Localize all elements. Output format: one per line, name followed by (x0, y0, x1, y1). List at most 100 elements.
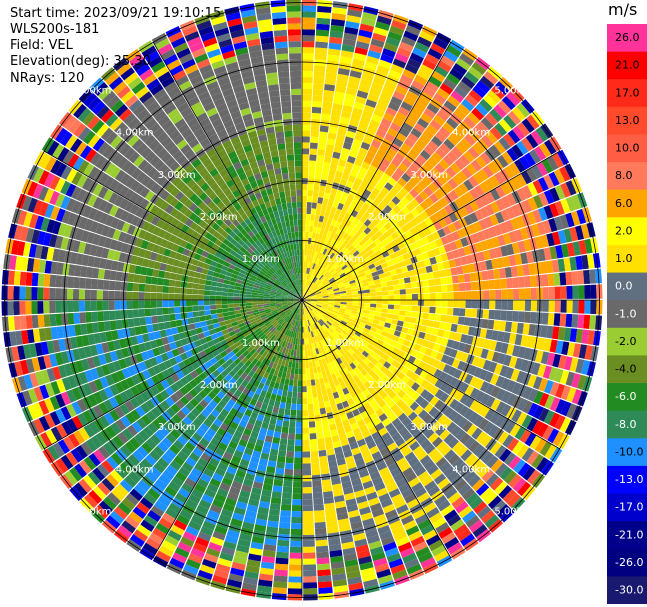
velocity-gate (367, 125, 378, 134)
velocity-gate (320, 276, 327, 283)
velocity-gate (334, 275, 341, 281)
velocity-gate (315, 35, 329, 43)
velocity-gate (327, 199, 334, 207)
velocity-gate (485, 259, 493, 270)
velocity-gate (174, 287, 181, 294)
velocity-gate (503, 114, 517, 129)
velocity-gate (303, 285, 306, 292)
velocity-gate (326, 286, 333, 291)
velocity-gate (312, 391, 318, 398)
velocity-gate (501, 300, 508, 310)
velocity-gate (303, 279, 306, 286)
velocity-gate (319, 461, 329, 469)
velocity-gate (309, 160, 317, 167)
velocity-gate (548, 286, 555, 299)
velocity-gate (352, 302, 359, 306)
velocity-gate (313, 286, 319, 291)
velocity-gate (352, 225, 360, 233)
velocity-gate (97, 268, 106, 280)
velocity-gate (476, 121, 490, 135)
velocity-gate (361, 161, 371, 170)
velocity-gate (326, 288, 334, 292)
velocity-gate (349, 201, 357, 210)
velocity-gate (362, 266, 370, 272)
velocity-gate (393, 289, 401, 295)
velocity-gate (331, 13, 346, 21)
velocity-gate (346, 297, 353, 300)
velocity-gate (348, 118, 360, 128)
velocity-gate (327, 54, 340, 62)
velocity-gate (588, 269, 597, 284)
velocity-gate (315, 264, 320, 271)
velocity-gate (378, 177, 388, 187)
velocity-gate (55, 313, 63, 326)
velocity-gate (302, 368, 306, 375)
velocity-gate (437, 60, 452, 73)
velocity-gate (316, 390, 323, 397)
velocity-gate (419, 64, 434, 76)
velocity-gate (418, 260, 426, 268)
velocity-gate (310, 268, 314, 275)
velocity-gate (306, 255, 309, 262)
velocity-gate (398, 162, 409, 173)
velocity-gate (332, 271, 338, 278)
velocity-gate (458, 182, 469, 195)
velocity-gate (330, 24, 345, 33)
velocity-gate (523, 311, 531, 323)
velocity-gate (455, 57, 471, 71)
velocity-gate (405, 288, 412, 295)
velocity-gate (114, 300, 121, 310)
velocity-gate (174, 313, 182, 321)
velocity-gate (471, 107, 485, 121)
velocity-gate (305, 219, 311, 227)
velocity-gate (435, 292, 442, 300)
velocity-gate (310, 297, 317, 300)
velocity-gate (523, 276, 531, 288)
velocity-gate (314, 527, 327, 535)
velocity-gate (518, 311, 525, 323)
velocity-gate (403, 277, 411, 284)
velocity-gate (409, 52, 424, 64)
velocity-gate (210, 281, 218, 287)
velocity-gate (302, 70, 314, 78)
velocity-gate (316, 557, 330, 565)
velocity-gate (302, 142, 310, 149)
velocity-gate (372, 76, 386, 86)
velocity-gate (459, 194, 470, 206)
velocity-gate (330, 18, 346, 27)
velocity-gate (309, 148, 318, 155)
velocity-gate (302, 291, 304, 298)
velocity-gate (536, 221, 546, 236)
velocity-gate (310, 373, 315, 380)
velocity-gate (337, 260, 344, 267)
velocity-gate (529, 149, 542, 164)
velocity-gate (186, 288, 193, 295)
velocity-gate (351, 288, 358, 292)
velocity-gate (273, 479, 284, 487)
velocity-gate (325, 144, 335, 152)
velocity-gate (7, 270, 15, 285)
velocity-gate (303, 293, 308, 298)
velocity-gate (447, 300, 454, 308)
velocity-gate (322, 297, 329, 299)
velocity-gate (394, 300, 401, 305)
velocity-gate (399, 187, 409, 197)
velocity-gate (445, 276, 453, 285)
velocity-gate (446, 44, 462, 58)
velocity-gate (455, 125, 468, 138)
velocity-gate (304, 285, 307, 292)
velocity-gate (330, 187, 338, 196)
velocity-gate (289, 546, 302, 553)
velocity-gate (469, 200, 480, 212)
velocity-gate (326, 217, 333, 225)
velocity-gate (338, 286, 346, 290)
velocity-gate (485, 238, 495, 250)
velocity-gate (293, 379, 298, 387)
velocity-gate (475, 103, 489, 117)
velocity-gate (399, 260, 407, 268)
velocity-gate (346, 294, 353, 298)
velocity-gate (302, 166, 309, 173)
velocity-gate (306, 207, 312, 215)
velocity-gate (314, 515, 326, 523)
velocity-gate (427, 320, 435, 328)
